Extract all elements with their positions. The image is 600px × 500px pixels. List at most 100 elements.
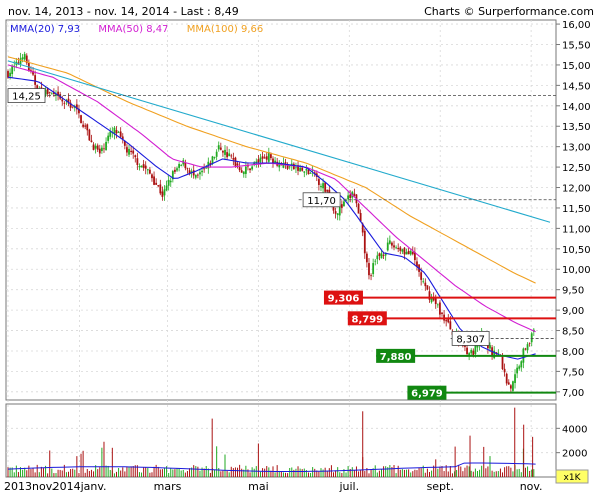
candle-body bbox=[518, 366, 521, 369]
candle-body bbox=[505, 373, 508, 384]
volume-tick-label: 2000 bbox=[562, 449, 587, 460]
candle-body bbox=[23, 53, 26, 60]
date-label: juil. bbox=[338, 480, 359, 493]
candle-body bbox=[40, 86, 43, 88]
candle-body bbox=[100, 147, 103, 152]
candle-body bbox=[151, 174, 153, 179]
candle-body bbox=[169, 180, 172, 183]
candle-body bbox=[520, 361, 523, 368]
support-label-box bbox=[407, 385, 447, 400]
candle-body bbox=[309, 173, 312, 174]
candle-body bbox=[363, 230, 366, 254]
candle-body bbox=[445, 320, 448, 322]
price-tick-label: 15,00 bbox=[562, 61, 591, 72]
price-levels: 14,25 11,70 8,307 9,306 8,799 7,880 6,979 bbox=[7, 88, 556, 400]
candle-body bbox=[86, 124, 89, 131]
candle-body bbox=[25, 55, 28, 64]
candle-body bbox=[274, 160, 276, 163]
date-label: mai bbox=[248, 480, 269, 493]
level-label-box bbox=[302, 192, 341, 208]
candle-body bbox=[416, 261, 418, 267]
candle-body bbox=[215, 151, 218, 157]
candle-body bbox=[205, 167, 208, 169]
candle-body bbox=[399, 247, 402, 251]
level-label-box bbox=[7, 88, 46, 103]
candle-body bbox=[126, 147, 128, 153]
candle-body bbox=[123, 140, 126, 146]
candle-body bbox=[130, 150, 133, 152]
candle-body bbox=[7, 71, 9, 78]
candle-body bbox=[468, 353, 471, 357]
candle-body bbox=[307, 169, 310, 175]
candle-body bbox=[98, 148, 101, 154]
candle-body bbox=[109, 131, 112, 137]
candle-body bbox=[361, 223, 364, 233]
candle-body bbox=[409, 250, 412, 255]
candle-body bbox=[249, 168, 251, 171]
candle-body bbox=[184, 162, 187, 169]
candle-body bbox=[530, 333, 533, 343]
candle-body bbox=[428, 291, 431, 300]
candle-body bbox=[466, 347, 468, 355]
candle-body bbox=[190, 171, 193, 173]
price-tick-label: 9,00 bbox=[562, 306, 584, 317]
grid bbox=[6, 20, 556, 477]
candle-body bbox=[230, 155, 233, 157]
candle-body bbox=[242, 171, 245, 175]
candle-body bbox=[90, 140, 93, 143]
resistance-label: 8,799 bbox=[351, 314, 383, 325]
candle-body bbox=[347, 195, 350, 200]
candle-body bbox=[311, 170, 314, 172]
price-tick-label: 8,50 bbox=[562, 327, 584, 338]
candle-body bbox=[349, 194, 352, 199]
candle-body bbox=[11, 66, 14, 75]
volume-axis: 4000 2000 x1K bbox=[555, 424, 589, 484]
candle-body bbox=[317, 179, 320, 185]
candle-body bbox=[251, 166, 254, 170]
candle-body bbox=[117, 131, 120, 133]
candle-body bbox=[420, 272, 423, 280]
candle-body bbox=[365, 253, 368, 263]
price-tick-label: 14,50 bbox=[562, 81, 591, 92]
date-label: 2014janv. bbox=[53, 480, 107, 493]
candle-body bbox=[138, 166, 141, 168]
candle-body bbox=[388, 240, 391, 244]
candle-body bbox=[393, 245, 395, 248]
candle-body bbox=[397, 247, 400, 249]
volume-bars bbox=[7, 407, 536, 477]
candle-body bbox=[240, 170, 243, 173]
candle-body bbox=[236, 163, 239, 166]
date-label: 2013nov. bbox=[4, 480, 55, 493]
candle-body bbox=[322, 183, 324, 189]
candle-body bbox=[34, 75, 37, 85]
candle-body bbox=[222, 150, 224, 153]
sma20-line bbox=[7, 76, 536, 360]
candle-body bbox=[57, 91, 59, 97]
price-tick-label: 7,50 bbox=[562, 367, 584, 378]
candle-body bbox=[211, 156, 214, 164]
date-label: nov. bbox=[520, 480, 543, 493]
date-label: mars bbox=[154, 480, 182, 493]
candle-body bbox=[340, 204, 343, 208]
price-tick-label: 13,00 bbox=[562, 143, 591, 154]
candle-body bbox=[161, 191, 164, 197]
candle-body bbox=[192, 170, 195, 176]
candle-body bbox=[386, 242, 389, 251]
candle-body bbox=[357, 203, 360, 214]
price-tick-label: 15,50 bbox=[562, 41, 591, 52]
candle-body bbox=[288, 166, 291, 168]
candle-body bbox=[107, 135, 110, 141]
candle-body bbox=[176, 168, 178, 171]
candle-body bbox=[507, 382, 510, 385]
price-tick-label: 10,50 bbox=[562, 245, 591, 256]
candle-body bbox=[46, 88, 49, 94]
support-label: 7,880 bbox=[380, 352, 412, 363]
candle-body bbox=[80, 115, 82, 124]
candle-body bbox=[44, 89, 47, 96]
candle-body bbox=[88, 129, 91, 141]
candle-body bbox=[265, 156, 268, 160]
candle-body bbox=[528, 342, 531, 344]
volume-unit-badge bbox=[555, 469, 589, 484]
candle-body bbox=[489, 345, 491, 349]
candle-body bbox=[153, 176, 155, 185]
